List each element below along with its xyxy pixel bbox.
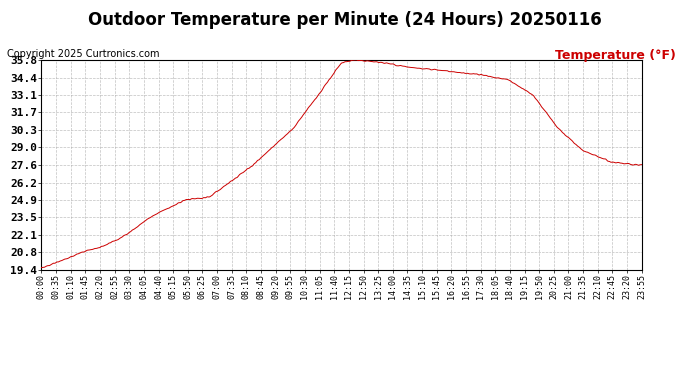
Text: Outdoor Temperature per Minute (24 Hours) 20250116: Outdoor Temperature per Minute (24 Hours…	[88, 11, 602, 29]
Text: Temperature (°F): Temperature (°F)	[555, 49, 676, 62]
Text: Copyright 2025 Curtronics.com: Copyright 2025 Curtronics.com	[7, 49, 159, 59]
